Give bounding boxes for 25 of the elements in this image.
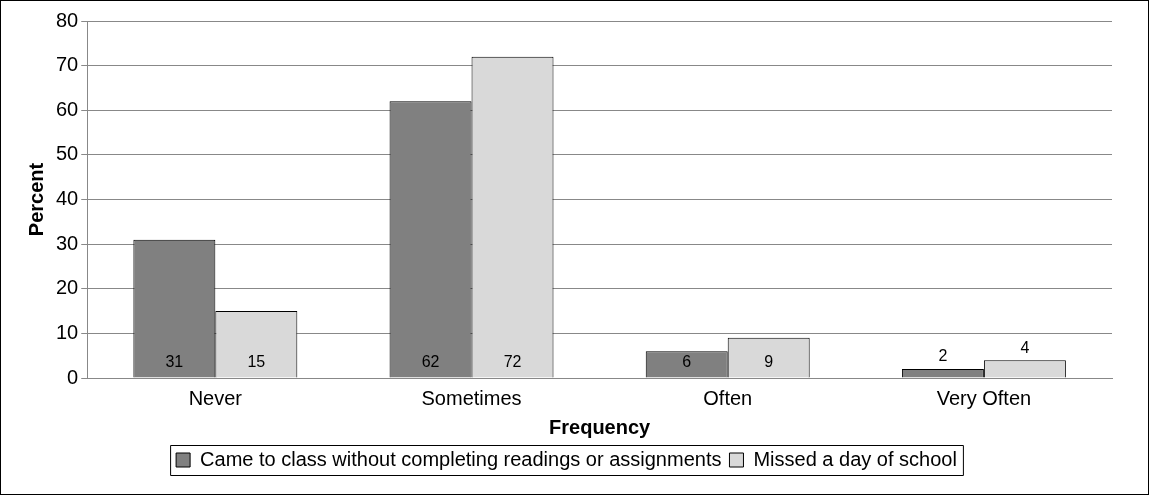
legend-label: Missed a day of school (753, 447, 957, 470)
y-tick-label: 50 (56, 142, 79, 165)
x-tick-label: Often (703, 386, 753, 409)
data-label: 31 (165, 352, 184, 370)
y-tick-label: 60 (56, 97, 79, 120)
data-label: 4 (1020, 338, 1030, 356)
y-tick-label: 20 (56, 276, 79, 299)
data-label: 72 (503, 352, 522, 370)
x-axis-title: Frequency (549, 415, 652, 438)
y-tick-label: 80 (56, 8, 79, 31)
x-tick-label: Very Often (936, 386, 1032, 409)
y-tick-label: 40 (56, 187, 79, 210)
data-label: 2 (938, 347, 948, 365)
y-tick-label: 30 (56, 231, 79, 254)
data-label: 6 (682, 352, 692, 370)
x-tick-label: Never (188, 386, 243, 409)
x-tick-label: Sometimes (421, 386, 522, 409)
y-tick-label: 10 (56, 320, 79, 343)
data-label: 15 (247, 352, 266, 370)
y-tick-label: 0 (67, 365, 79, 388)
y-tick-label: 70 (56, 53, 79, 76)
data-label: 62 (421, 352, 440, 370)
legend-label: Came to class without completing readings or assignments (200, 447, 722, 470)
data-label: 9 (764, 352, 774, 370)
y-axis-title: Percent (24, 162, 47, 237)
